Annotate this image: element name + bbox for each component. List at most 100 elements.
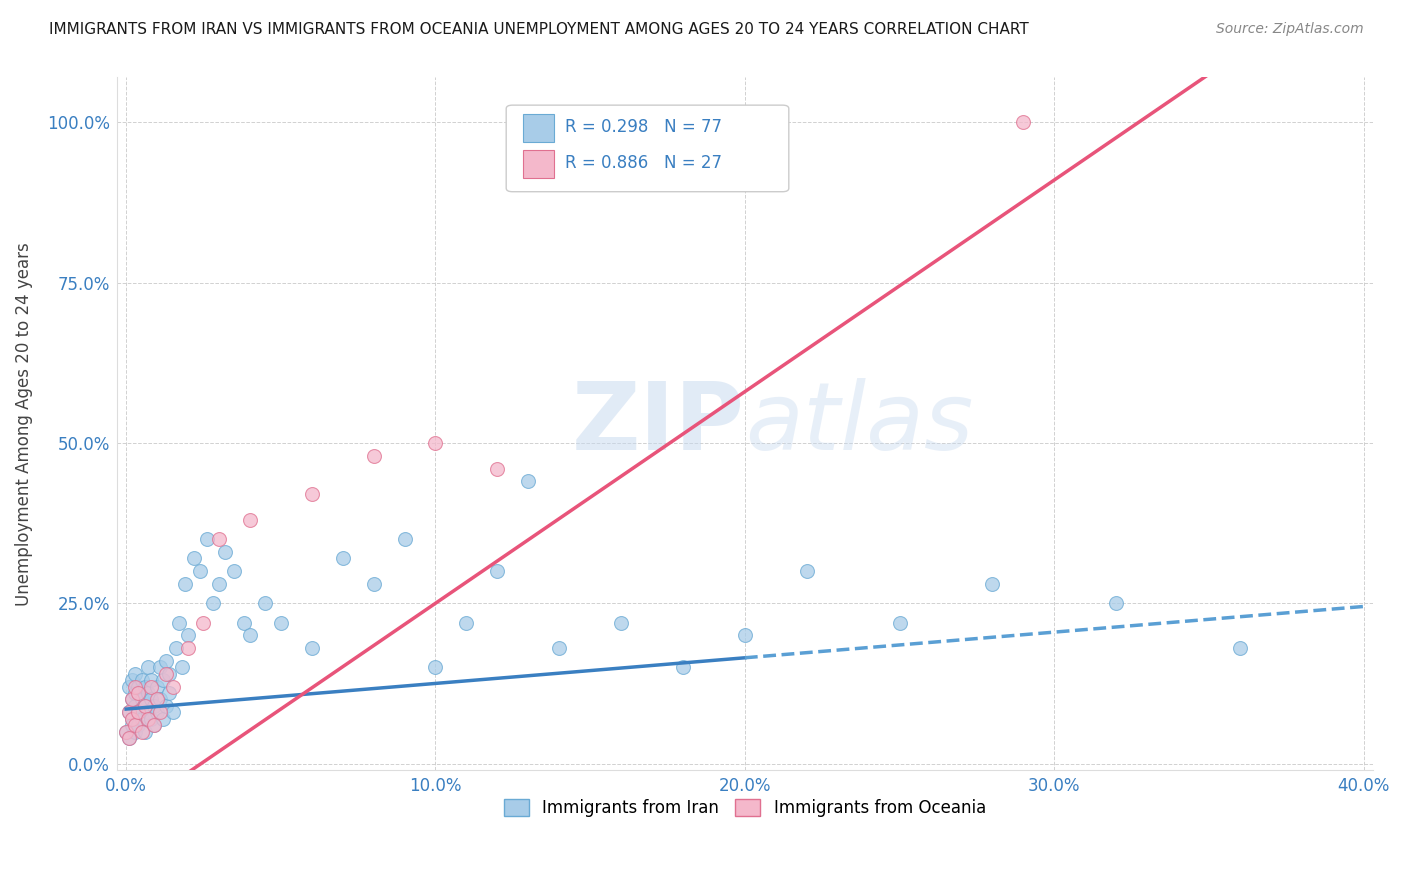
Point [139, 712, 162, 726]
Point [363, 449, 385, 463]
Point [425, 660, 447, 674]
Point [270, 615, 292, 630]
Point [1105, 596, 1128, 610]
Point [134, 698, 156, 713]
Point [174, 577, 197, 591]
Text: R = 0.298   N = 77: R = 0.298 N = 77 [565, 118, 723, 136]
Point [332, 551, 354, 566]
Point [124, 686, 146, 700]
Point [121, 712, 143, 726]
Point [143, 698, 166, 713]
Point [394, 532, 416, 546]
Point [131, 673, 153, 688]
Point [131, 724, 153, 739]
Point [136, 712, 159, 726]
Point [190, 564, 212, 578]
Point [149, 692, 172, 706]
Point [796, 564, 818, 578]
Point [146, 692, 169, 706]
Point [131, 712, 153, 726]
Point [139, 673, 162, 688]
Text: ZIP: ZIP [572, 377, 745, 470]
Point [517, 475, 540, 489]
Point [146, 680, 169, 694]
Point [889, 615, 911, 630]
Point [118, 706, 141, 720]
Point [1012, 115, 1035, 129]
Text: atlas: atlas [745, 378, 973, 469]
Point [115, 724, 138, 739]
Point [672, 660, 695, 674]
Point [195, 532, 218, 546]
Text: R = 0.886   N = 27: R = 0.886 N = 27 [565, 154, 723, 172]
Point [118, 680, 141, 694]
Point [127, 680, 149, 694]
Point [136, 686, 159, 700]
Point [115, 724, 138, 739]
Point [139, 680, 162, 694]
Point [131, 692, 153, 706]
Point [208, 577, 231, 591]
Point [548, 641, 571, 656]
Point [159, 686, 181, 700]
Point [254, 596, 277, 610]
Point [193, 615, 215, 630]
Point [152, 673, 174, 688]
Point [162, 680, 184, 694]
Point [167, 615, 190, 630]
Point [224, 564, 246, 578]
Point [143, 718, 166, 732]
Point [118, 731, 141, 745]
Point [127, 706, 149, 720]
Point [162, 706, 184, 720]
Point [159, 666, 181, 681]
Point [124, 666, 146, 681]
Point [734, 628, 756, 642]
Point [118, 731, 141, 745]
Point [155, 698, 177, 713]
Point [134, 698, 156, 713]
Point [301, 487, 323, 501]
Point [165, 641, 187, 656]
Point [486, 461, 509, 475]
Point [136, 706, 159, 720]
Point [149, 660, 172, 674]
Point [134, 724, 156, 739]
Point [121, 712, 143, 726]
Point [121, 692, 143, 706]
Point [121, 673, 143, 688]
Legend: Immigrants from Iran, Immigrants from Oceania: Immigrants from Iran, Immigrants from Oc… [496, 792, 993, 824]
Point [486, 564, 509, 578]
Point [177, 628, 200, 642]
Point [124, 718, 146, 732]
Point [152, 712, 174, 726]
Point [425, 436, 447, 450]
Point [136, 660, 159, 674]
Point [170, 660, 193, 674]
Point [155, 666, 177, 681]
Point [124, 724, 146, 739]
Y-axis label: Unemployment Among Ages 20 to 24 years: Unemployment Among Ages 20 to 24 years [15, 242, 32, 606]
Point [239, 628, 262, 642]
FancyBboxPatch shape [506, 105, 789, 192]
Point [208, 532, 231, 546]
FancyBboxPatch shape [523, 114, 554, 142]
Point [121, 692, 143, 706]
Point [301, 641, 323, 656]
FancyBboxPatch shape [523, 150, 554, 178]
Point [183, 551, 205, 566]
Point [118, 706, 141, 720]
Point [610, 615, 633, 630]
Point [1229, 641, 1251, 656]
Point [239, 513, 262, 527]
Point [363, 577, 385, 591]
Point [139, 692, 162, 706]
Point [143, 718, 166, 732]
Point [232, 615, 254, 630]
Point [149, 706, 172, 720]
Point [124, 680, 146, 694]
Point [177, 641, 200, 656]
Point [121, 718, 143, 732]
Point [214, 545, 236, 559]
Point [127, 686, 149, 700]
